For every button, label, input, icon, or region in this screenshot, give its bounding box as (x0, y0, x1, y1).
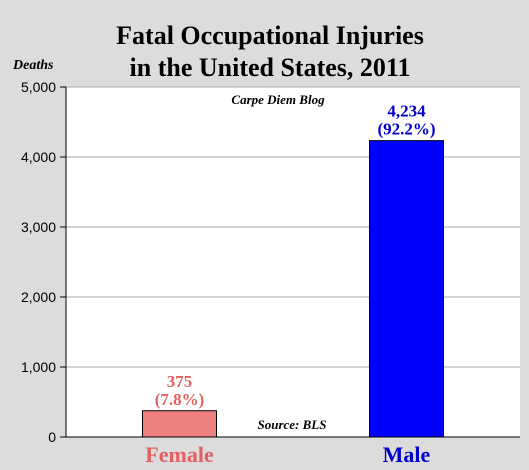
y-tick-label: 0 (48, 429, 56, 445)
category-label: Male (383, 442, 431, 467)
blog-annotation: Carpe Diem Blog (231, 92, 325, 107)
source-annotation: Source: BLS (258, 417, 327, 432)
plot-area (66, 87, 520, 437)
data-labels: 375(7.8%) 4,234(92.2%) (155, 102, 436, 409)
chart-title-line-1: Fatal Occupational Injuries (116, 21, 424, 50)
bars (142, 140, 444, 438)
data-label-percent: (7.8%) (155, 390, 205, 409)
category-label: Female (145, 442, 214, 467)
category-labels: Female Male (145, 442, 430, 467)
y-axis-label: Deaths (12, 58, 54, 73)
y-tick-label: 1,000 (21, 359, 56, 375)
bar-male (369, 140, 444, 438)
y-tick-label: 2,000 (21, 289, 56, 305)
y-tick-label: 5,000 (21, 79, 56, 95)
data-label-percent: (92.2%) (377, 120, 435, 139)
y-tick-label: 3,000 (21, 219, 56, 235)
data-label-value: 375 (167, 372, 193, 391)
data-label-value: 4,234 (387, 102, 426, 121)
grid-lines (66, 86, 520, 368)
y-axis-ticks: 0 1,000 2,000 3,000 4,000 5,000 (21, 79, 66, 445)
bar-female (142, 410, 217, 438)
chart-title-line-2: in the United States, 2011 (130, 53, 411, 82)
y-tick-label: 4,000 (21, 149, 56, 165)
